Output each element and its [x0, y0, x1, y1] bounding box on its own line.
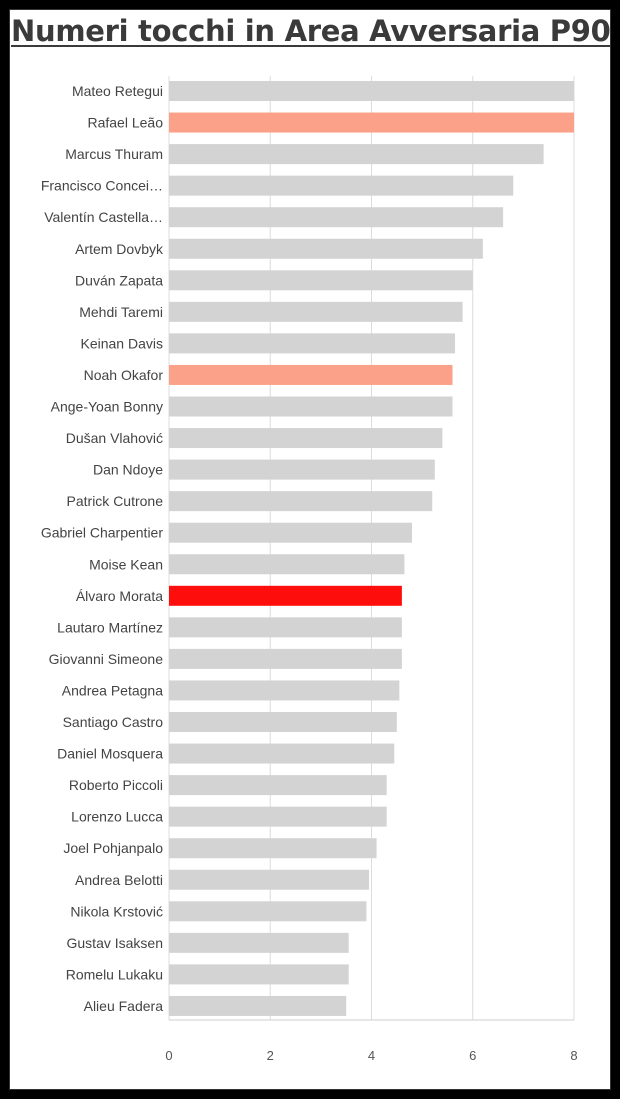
x-tick-label: 4 — [368, 1048, 375, 1063]
bar — [169, 207, 504, 228]
category-label: Joel Pohjanpalo — [63, 840, 163, 856]
category-label: Gabriel Charpentier — [41, 525, 164, 541]
category-label: Nikola Krstović — [70, 903, 163, 919]
bar — [169, 648, 402, 669]
x-tick-label: 2 — [267, 1048, 274, 1063]
category-label: Lorenzo Lucca — [71, 809, 163, 825]
bar — [169, 712, 397, 732]
category-label: Valentín Castella… — [44, 209, 163, 225]
bar — [169, 680, 400, 701]
bar — [169, 333, 456, 354]
category-label: Andrea Petagna — [62, 682, 163, 698]
x-tick-label: 8 — [570, 1048, 577, 1063]
category-label: Rafael Leão — [87, 115, 163, 131]
category-label: Artem Dovbyk — [75, 241, 164, 257]
bar — [169, 459, 435, 480]
category-label: Gustav Isaksen — [67, 935, 164, 951]
category-label: Mateo Retegui — [72, 83, 163, 99]
category-label: Andrea Belotti — [75, 872, 163, 888]
category-label: Moise Kean — [89, 556, 163, 572]
bar — [169, 554, 405, 575]
bar — [169, 491, 433, 512]
category-label: Daniel Mosquera — [57, 746, 163, 762]
bar — [169, 775, 387, 796]
bar — [169, 901, 367, 922]
bar — [169, 428, 443, 449]
category-label: Alieu Fadera — [84, 998, 164, 1014]
bar — [169, 806, 387, 827]
category-label: Patrick Cutrone — [67, 493, 164, 509]
x-tick-label: 6 — [469, 1048, 476, 1063]
category-label: Álvaro Morata — [76, 588, 163, 604]
category-label: Lautaro Martínez — [57, 619, 163, 635]
bar — [169, 869, 369, 890]
category-label: Romelu Lukaku — [66, 966, 163, 982]
bar — [169, 964, 349, 985]
category-label: Francisco Concei… — [41, 178, 163, 194]
bar — [169, 743, 395, 764]
category-label: Santiago Castro — [63, 714, 164, 730]
bar — [169, 301, 463, 322]
category-label: Mehdi Taremi — [79, 304, 163, 320]
category-label: Dušan Vlahović — [66, 430, 163, 446]
category-label: Dan Ndoye — [93, 462, 163, 478]
chart-title: Numeri tocchi in Area Avversaria P90 — [11, 14, 611, 48]
bar — [169, 522, 412, 543]
bar — [169, 81, 574, 101]
bar — [169, 838, 377, 859]
bar — [169, 175, 514, 196]
bar — [169, 238, 483, 259]
bar — [169, 270, 473, 291]
category-label: Noah Okafor — [84, 367, 164, 383]
bar — [169, 585, 402, 606]
category-label: Giovanni Simeone — [49, 651, 164, 667]
bar — [169, 364, 453, 385]
category-label: Ange-Yoan Bonny — [51, 399, 163, 415]
bar — [169, 932, 349, 953]
bar — [169, 144, 544, 165]
category-label: Keinan Davis — [81, 335, 164, 351]
category-label: Roberto Piccoli — [69, 777, 163, 793]
bar — [169, 617, 402, 638]
category-label: Duván Zapata — [75, 272, 163, 288]
bar — [169, 396, 453, 417]
bar — [169, 112, 574, 133]
category-label: Marcus Thuram — [65, 146, 163, 162]
x-tick-label: 0 — [165, 1048, 172, 1063]
bar — [169, 995, 347, 1016]
